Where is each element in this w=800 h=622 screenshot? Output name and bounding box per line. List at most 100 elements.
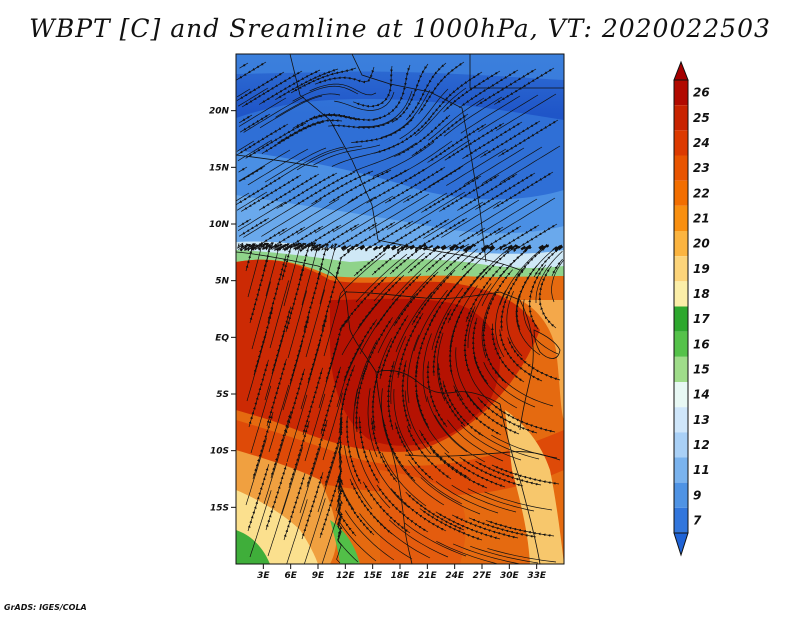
lon-tick-label: 21E — [418, 571, 438, 581]
streamline — [332, 195, 394, 233]
colorbar-label: 12 — [693, 438, 710, 452]
streamline — [247, 464, 270, 532]
lon-tick-label: 18E — [391, 571, 411, 581]
streamline — [248, 359, 269, 428]
colorbar-frame — [673, 79, 689, 534]
colorbar-bin — [674, 306, 688, 332]
colorbar-label: 23 — [693, 161, 710, 175]
streamline — [495, 197, 556, 235]
streamline — [415, 217, 468, 252]
streamline — [301, 472, 324, 540]
colorbar-label: 13 — [693, 413, 710, 427]
streamline — [436, 540, 500, 564]
lon-tick-label: 9E — [312, 571, 325, 581]
colorbar-bin — [674, 432, 688, 458]
longitude-axis: 3E 6E 9E 12E 15E 18E 21E 24E 27E 30E 33E — [257, 564, 547, 581]
colorbar-bin — [674, 80, 688, 106]
streamline — [484, 491, 553, 511]
streamline — [292, 85, 359, 102]
streamline — [414, 360, 430, 429]
grads-credit: GrADS: IGES/COLA — [4, 603, 87, 612]
colorbar-bin — [674, 356, 688, 382]
streamline — [420, 477, 481, 515]
streamline — [275, 93, 341, 118]
lat-tick-label: 15N — [209, 163, 230, 173]
colorbar-label: 9 — [693, 488, 701, 502]
map-title: WBPT [C] and Sreamline at 1000hPa, VT: 2… — [29, 14, 771, 43]
lat-tick-label: 5N — [215, 277, 229, 287]
streamline — [279, 198, 340, 236]
streamline — [313, 144, 381, 166]
lon-tick-label: 3E — [257, 571, 270, 581]
border-line — [236, 154, 319, 168]
colorbar-label: 7 — [693, 513, 702, 527]
streamline — [359, 513, 413, 560]
colorbar-bin — [674, 382, 688, 408]
colorbar-label: 16 — [693, 337, 710, 351]
streamline — [373, 516, 431, 559]
lat-tick-label: 5S — [216, 390, 229, 400]
streamline — [401, 360, 412, 430]
colorbar-bin — [674, 205, 688, 231]
streamline — [471, 317, 489, 385]
lon-tick-label: 12E — [336, 571, 356, 581]
streamline — [513, 223, 558, 253]
streamline — [345, 510, 395, 561]
lat-tick-label: EQ — [215, 333, 229, 343]
streamline — [491, 464, 560, 485]
streamline — [281, 146, 345, 178]
colorbar-label: 24 — [693, 136, 710, 150]
streamline — [487, 548, 557, 563]
streamline — [296, 197, 358, 235]
lat-tick-label: 10N — [209, 220, 230, 230]
colorbar-bin — [674, 457, 688, 483]
northern-haze — [236, 54, 564, 114]
colorbar-label: 22 — [693, 186, 710, 200]
streamline — [498, 119, 559, 157]
colorbar-bin — [674, 331, 688, 357]
lon-tick-label: 6E — [284, 571, 297, 581]
streamline — [432, 309, 452, 377]
lon-tick-label: 30E — [500, 571, 520, 581]
streamline — [388, 519, 449, 558]
streamline — [284, 368, 305, 437]
streamline — [470, 545, 539, 564]
colorbar: 26 25 24 23 22 21 20 19 18 17 16 15 14 13 12 11 9 7 — [673, 60, 710, 557]
lon-tick-label: 15E — [363, 571, 383, 581]
colorbar-bin — [674, 256, 688, 282]
streamline — [320, 366, 341, 435]
streamline — [266, 358, 287, 427]
streamline — [283, 473, 306, 541]
colorbar-bin — [674, 482, 688, 508]
colorbar-bin — [674, 130, 688, 156]
streamline — [491, 434, 558, 459]
colorbar-label: 21 — [693, 211, 710, 225]
streamline — [386, 360, 395, 431]
streamline — [507, 337, 561, 381]
east-cooler-sector — [520, 300, 564, 420]
lat-tick-label: 10S — [210, 447, 229, 457]
colorbar-bin — [674, 105, 688, 131]
streamline — [467, 488, 535, 512]
map-panel — [236, 54, 564, 564]
lat-tick-label: 15S — [210, 503, 229, 513]
colorbar-label: 26 — [693, 86, 710, 100]
colorbar-label: 17 — [693, 312, 710, 326]
coastline — [375, 371, 413, 564]
colorbar-bin — [674, 231, 688, 257]
colorbar-bin — [674, 281, 688, 307]
colorbar-label: 11 — [693, 463, 710, 477]
latitude-axis: 20N 15N 10N 5N EQ 5S 10S 15S — [209, 107, 236, 513]
colorbar-bin — [674, 155, 688, 181]
streamline — [296, 145, 363, 171]
streamline — [451, 484, 517, 513]
colorbar-label: 20 — [693, 237, 710, 251]
lon-tick-label: 24E — [445, 571, 465, 581]
colorbar-label: 14 — [693, 388, 710, 402]
streamline — [493, 171, 554, 209]
colorbar-label: 25 — [693, 111, 710, 125]
streamline — [494, 369, 554, 407]
colorbar-label: 15 — [693, 362, 710, 376]
